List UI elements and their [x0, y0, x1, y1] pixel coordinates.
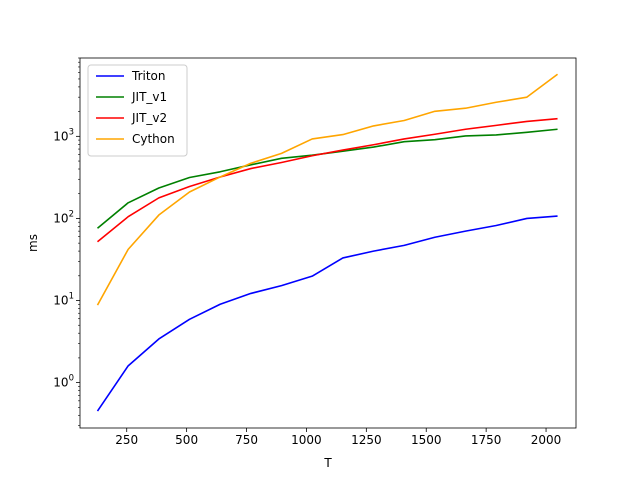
y-axis-label: ms [26, 234, 40, 252]
y-tick-label: 103 [53, 127, 74, 143]
x-tick-label: 500 [175, 433, 198, 447]
series-line-cython [96, 73, 559, 306]
x-tick-label: 750 [235, 433, 258, 447]
legend-box [87, 64, 188, 157]
legend-label: Cython [132, 132, 175, 146]
y-tick-label: 102 [53, 209, 74, 225]
x-axis-ticks: 250 500 750 1000 1250 1500 1750 2000 [115, 428, 561, 447]
x-tick-label: 1250 [351, 433, 382, 447]
x-tick-label: 2000 [531, 433, 562, 447]
y-tick-label: 100 [53, 374, 74, 390]
legend-label: JIT_v1 [131, 90, 167, 104]
series-layer [96, 73, 559, 412]
y-axis-ticks: 100 101 102 103 [53, 57, 80, 426]
legend-label: JIT_v2 [131, 111, 167, 125]
x-tick-label: 1750 [471, 433, 502, 447]
legend-label: Triton [131, 69, 166, 83]
y-tick-label: 101 [53, 292, 74, 308]
x-tick-label: 1500 [411, 433, 442, 447]
series-line-jit_v2 [96, 117, 558, 243]
x-tick-label: 250 [115, 433, 138, 447]
legend: Triton JIT_v1 JIT_v2 Cython [87, 64, 188, 157]
x-tick-label: 1000 [291, 433, 322, 447]
series-line-triton [96, 215, 558, 412]
x-axis-label: T [323, 456, 332, 470]
